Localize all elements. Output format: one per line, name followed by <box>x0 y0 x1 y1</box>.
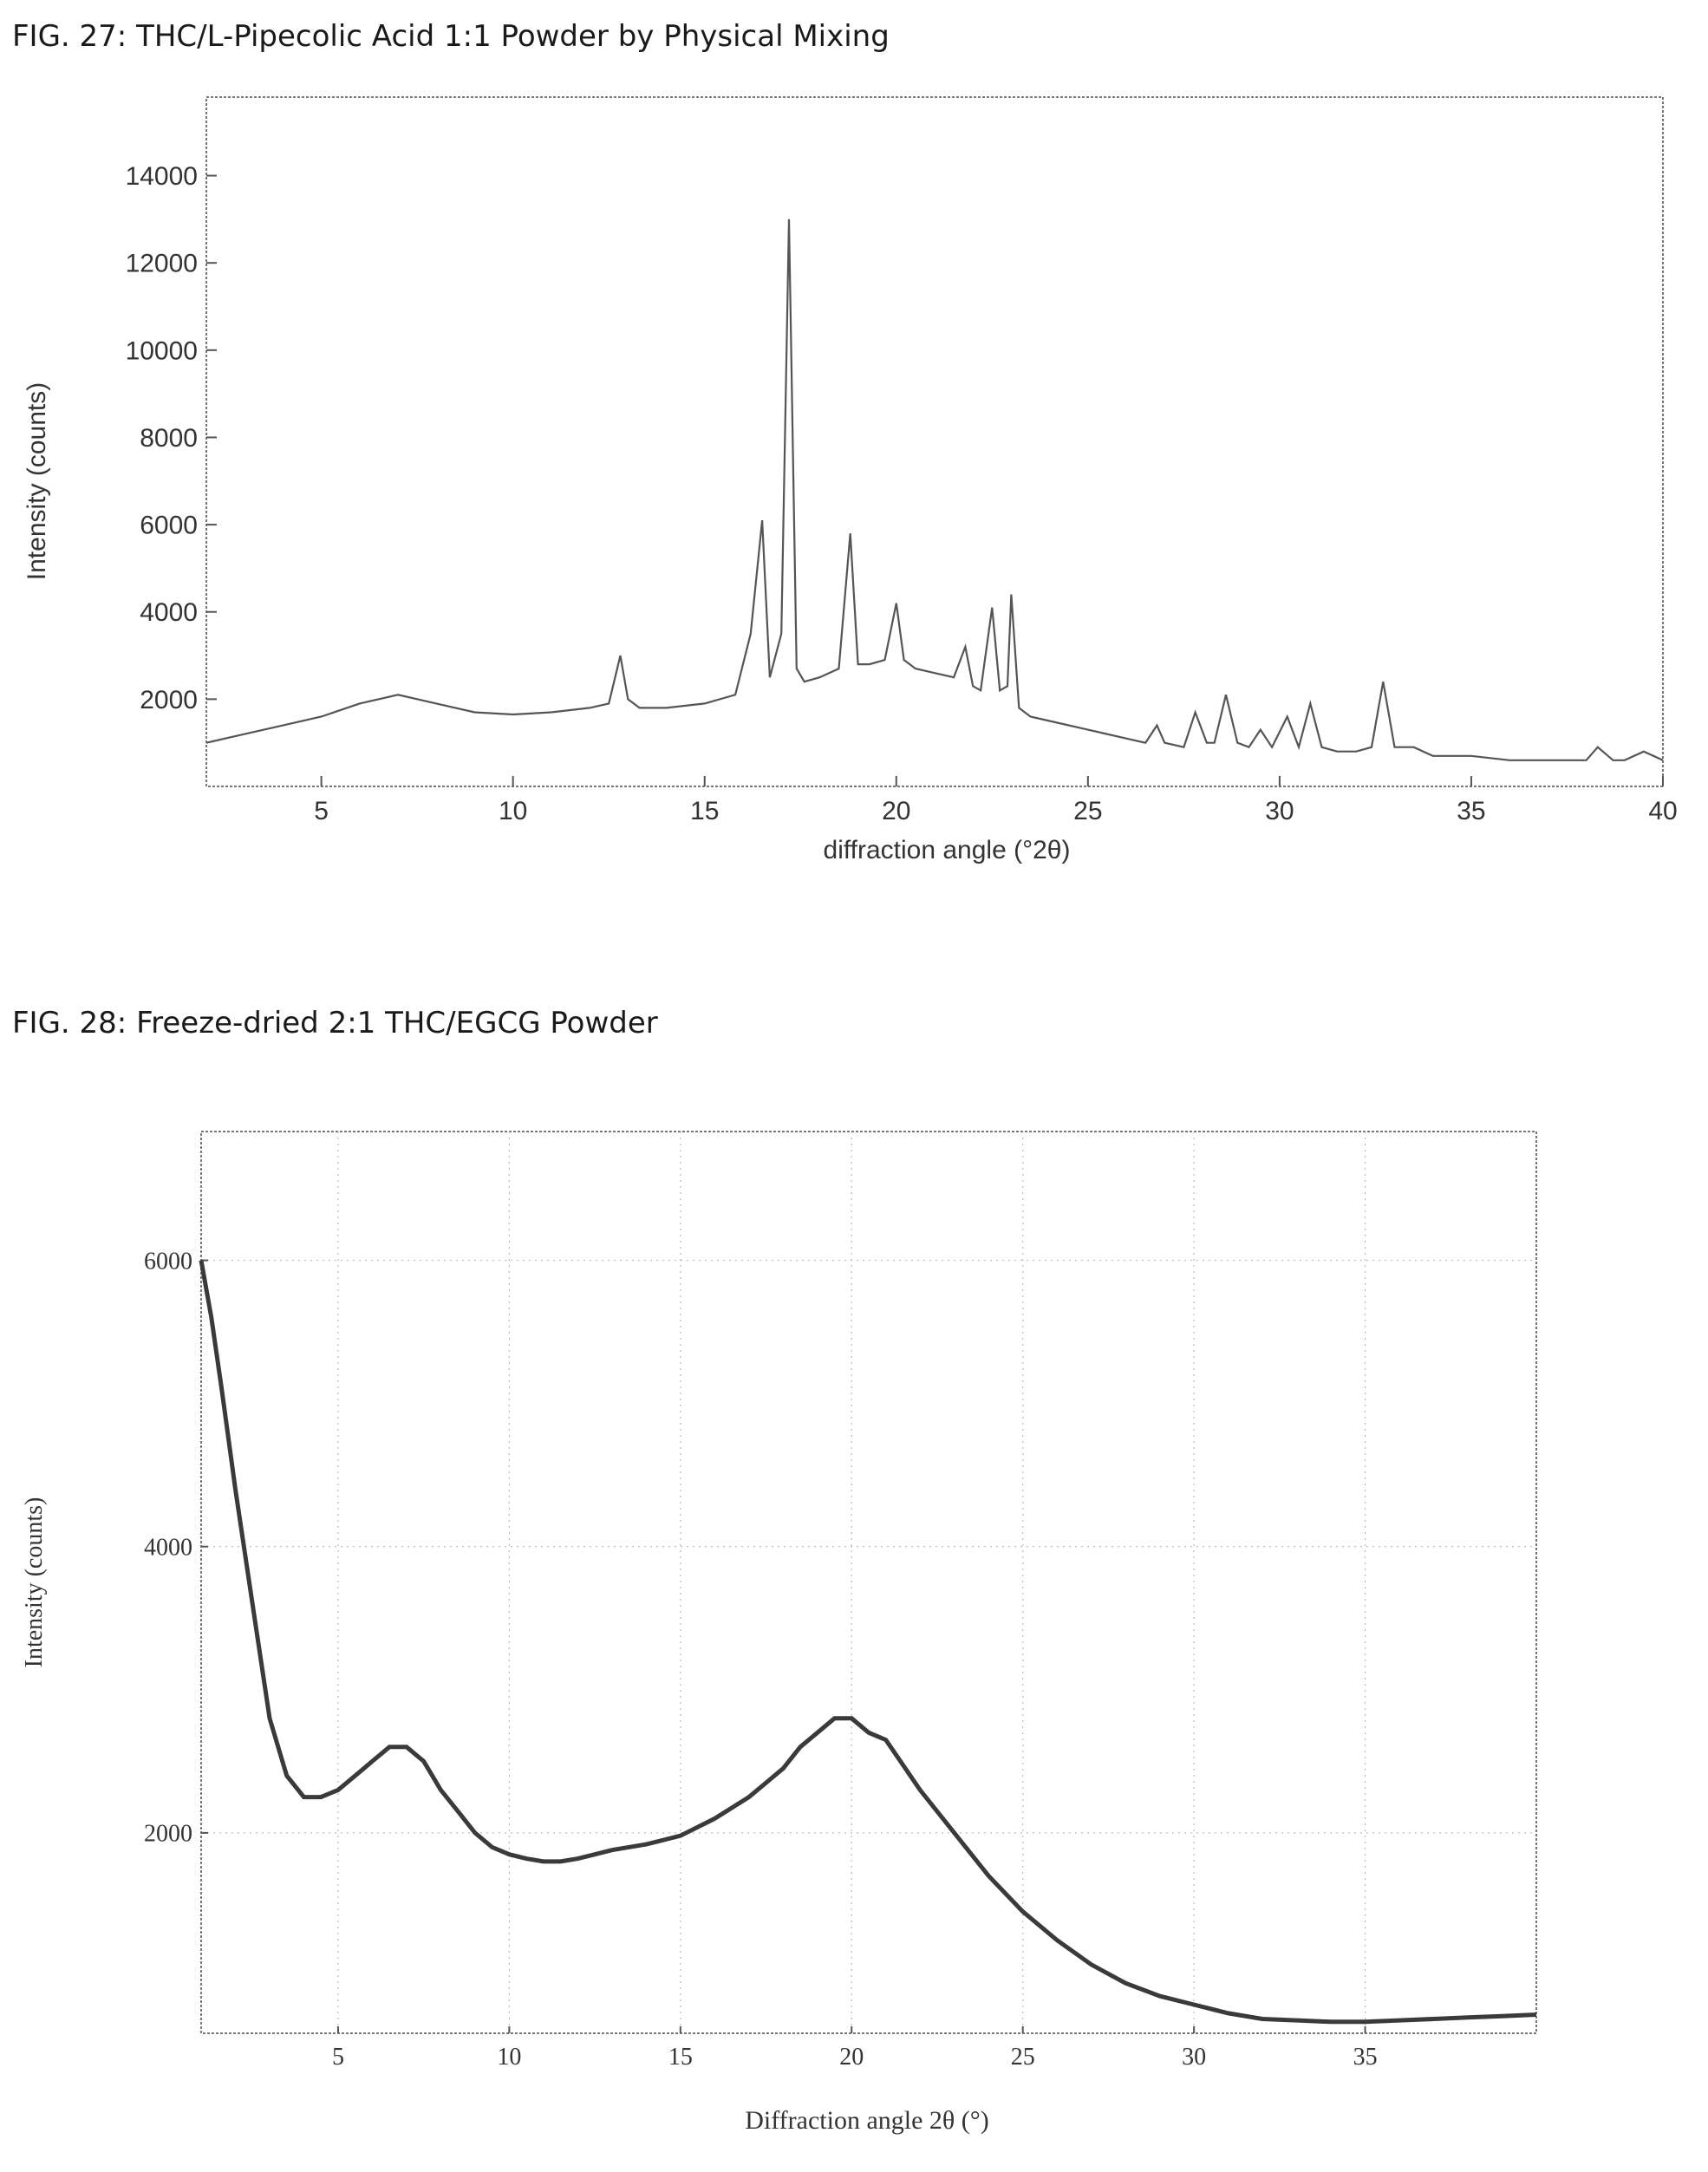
y-tick-label: 6000 <box>144 1248 192 1275</box>
x-tick-label: 15 <box>690 797 719 825</box>
x-axis-label: Diffraction angle 2θ (°) <box>745 2106 989 2135</box>
y-tick-label: 6000 <box>140 512 198 540</box>
y-tick-label: 10000 <box>126 336 198 365</box>
x-tick-label: 25 <box>1011 2044 1035 2071</box>
series-line <box>205 219 1664 761</box>
x-tick-label: 5 <box>314 797 329 825</box>
figure-27-caption: FIG. 27: THC/L-Pipecolic Acid 1:1 Powder… <box>12 19 890 54</box>
x-tick-label: 5 <box>332 2044 344 2071</box>
x-tick-label: 10 <box>497 2044 521 2071</box>
x-tick-label: 10 <box>499 797 527 825</box>
y-tick-label: 4000 <box>140 598 198 627</box>
y-tick-label: 8000 <box>140 424 198 453</box>
y-tick-label: 2000 <box>144 1821 192 1848</box>
y-axis-label: Intensity (counts) <box>23 382 51 580</box>
x-tick-label: 35 <box>1353 2044 1378 2071</box>
y-tick-label: 12000 <box>126 250 198 278</box>
x-tick-label: 20 <box>882 797 910 825</box>
series-line <box>199 1260 1537 2025</box>
figure-27-chart: 5 10 15 20 25 30 35 40 2000 4000 6000 8000 10000 1200… <box>23 96 1678 864</box>
y-tick-label: 2000 <box>140 686 198 714</box>
y-tick-label: 14000 <box>126 162 198 191</box>
x-tick-label: 20 <box>839 2044 864 2071</box>
x-tick-label: 40 <box>1648 797 1677 825</box>
x-tick-label: 30 <box>1182 2044 1206 2071</box>
plot-frame <box>205 96 1664 787</box>
y-tick-label: 4000 <box>144 1535 192 1562</box>
x-tick-label: 35 <box>1457 797 1485 825</box>
x-tick-label: 30 <box>1265 797 1294 825</box>
x-tick-label: 25 <box>1073 797 1102 825</box>
figure-28-caption: FIG. 28: Freeze-dried 2:1 THC/EGCG Powde… <box>12 1006 658 1040</box>
x-tick-label: 15 <box>668 2044 693 2071</box>
y-axis-label: Intensity (counts) <box>21 1497 48 1668</box>
plot-frame <box>200 1131 1537 2034</box>
x-axis-label: diffraction angle (°2θ) <box>824 836 1071 864</box>
